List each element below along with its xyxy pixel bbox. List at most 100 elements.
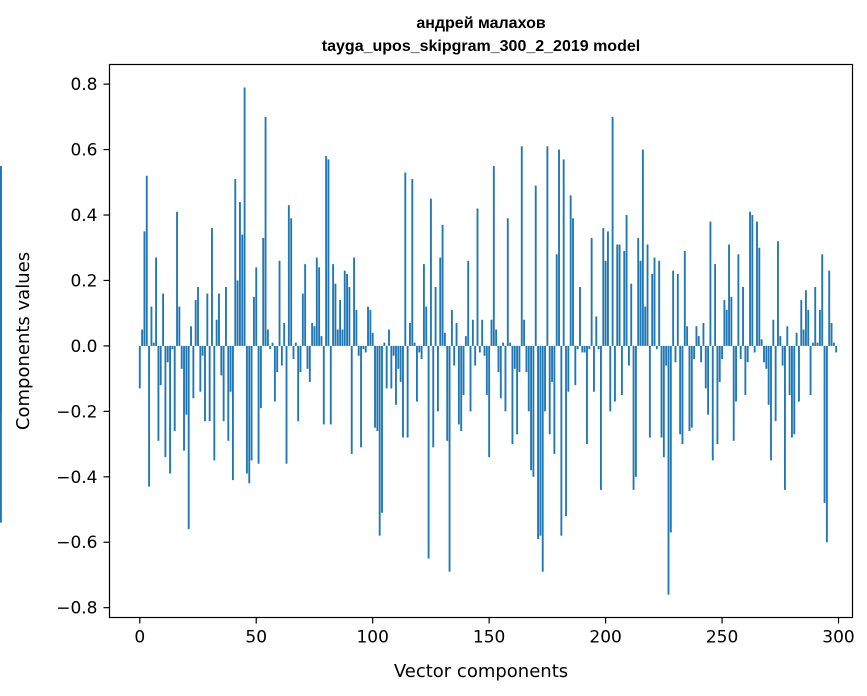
bar <box>388 329 390 346</box>
bar <box>276 345 279 373</box>
bar <box>709 221 712 346</box>
bar <box>804 290 807 346</box>
bar <box>353 257 355 346</box>
x-tick-label: 150 <box>473 628 505 648</box>
bar <box>700 345 703 363</box>
bar <box>723 300 726 346</box>
bar <box>688 345 691 431</box>
bar <box>781 345 784 366</box>
bar <box>653 257 656 346</box>
bar <box>504 345 507 412</box>
y-tick-label: −0.8 <box>56 599 97 619</box>
bar <box>255 267 258 346</box>
bar <box>402 345 404 438</box>
bar <box>423 264 425 346</box>
y-tick-label: 0.8 <box>70 75 97 95</box>
bar <box>613 345 616 402</box>
bar <box>499 345 502 399</box>
bar <box>746 345 749 363</box>
bar <box>651 273 654 346</box>
bar <box>795 332 798 346</box>
bar <box>385 345 388 389</box>
bar <box>348 287 351 346</box>
bar <box>725 309 728 346</box>
bar <box>192 345 195 399</box>
y-tick-label: 0.6 <box>70 141 97 161</box>
bar <box>336 329 339 346</box>
bar <box>616 244 619 346</box>
bar <box>809 345 812 395</box>
bar <box>481 319 484 346</box>
bar <box>634 345 637 477</box>
x-tick-label: 0 <box>134 628 145 648</box>
bar <box>199 345 202 392</box>
bar <box>176 211 178 346</box>
bar <box>252 296 255 346</box>
bar <box>632 345 635 490</box>
bar <box>292 345 295 359</box>
bar <box>413 342 416 346</box>
bar <box>141 329 144 346</box>
bar <box>329 345 332 425</box>
bar <box>355 309 358 346</box>
bar <box>143 231 146 346</box>
bar <box>525 345 528 373</box>
bar <box>257 345 260 464</box>
bar <box>523 319 526 346</box>
bar <box>681 345 684 445</box>
bar <box>658 260 661 346</box>
bar <box>602 228 605 346</box>
bar <box>625 215 628 346</box>
bar <box>665 345 668 366</box>
bar <box>453 345 456 366</box>
bar <box>283 323 286 346</box>
bar <box>816 342 819 346</box>
bar <box>644 306 647 346</box>
bar <box>544 345 546 412</box>
bar <box>534 185 537 346</box>
bar <box>767 345 770 405</box>
bar <box>381 345 383 513</box>
bar <box>495 329 498 346</box>
bar <box>630 283 633 346</box>
bar <box>183 345 185 451</box>
bar <box>446 345 449 441</box>
bar <box>157 345 160 441</box>
bar <box>325 156 328 346</box>
bar <box>823 345 826 503</box>
bar <box>711 345 714 461</box>
bar <box>742 287 744 346</box>
bar <box>553 345 556 454</box>
bar <box>460 345 463 431</box>
bar <box>464 336 467 346</box>
bar <box>280 345 283 366</box>
bar <box>236 280 239 346</box>
bar <box>565 345 567 517</box>
bar <box>588 345 591 350</box>
bar <box>218 293 220 346</box>
bar <box>567 345 570 392</box>
bar <box>753 345 756 353</box>
bar <box>832 342 835 346</box>
bar <box>574 345 577 386</box>
bar <box>676 273 679 346</box>
bar <box>620 345 623 395</box>
bar <box>509 342 512 346</box>
bar <box>770 345 772 461</box>
bar <box>162 293 164 346</box>
bar <box>476 208 479 346</box>
bar <box>793 345 796 435</box>
bar <box>204 345 206 422</box>
bar <box>469 345 472 412</box>
bar <box>639 260 642 346</box>
bar <box>425 306 428 346</box>
bar <box>294 342 297 346</box>
bar <box>737 254 740 346</box>
bar <box>232 345 234 481</box>
bar <box>611 116 614 346</box>
bar <box>751 215 754 346</box>
bar <box>714 264 717 346</box>
bar <box>835 345 838 353</box>
bar <box>735 345 737 402</box>
bar <box>450 309 453 346</box>
